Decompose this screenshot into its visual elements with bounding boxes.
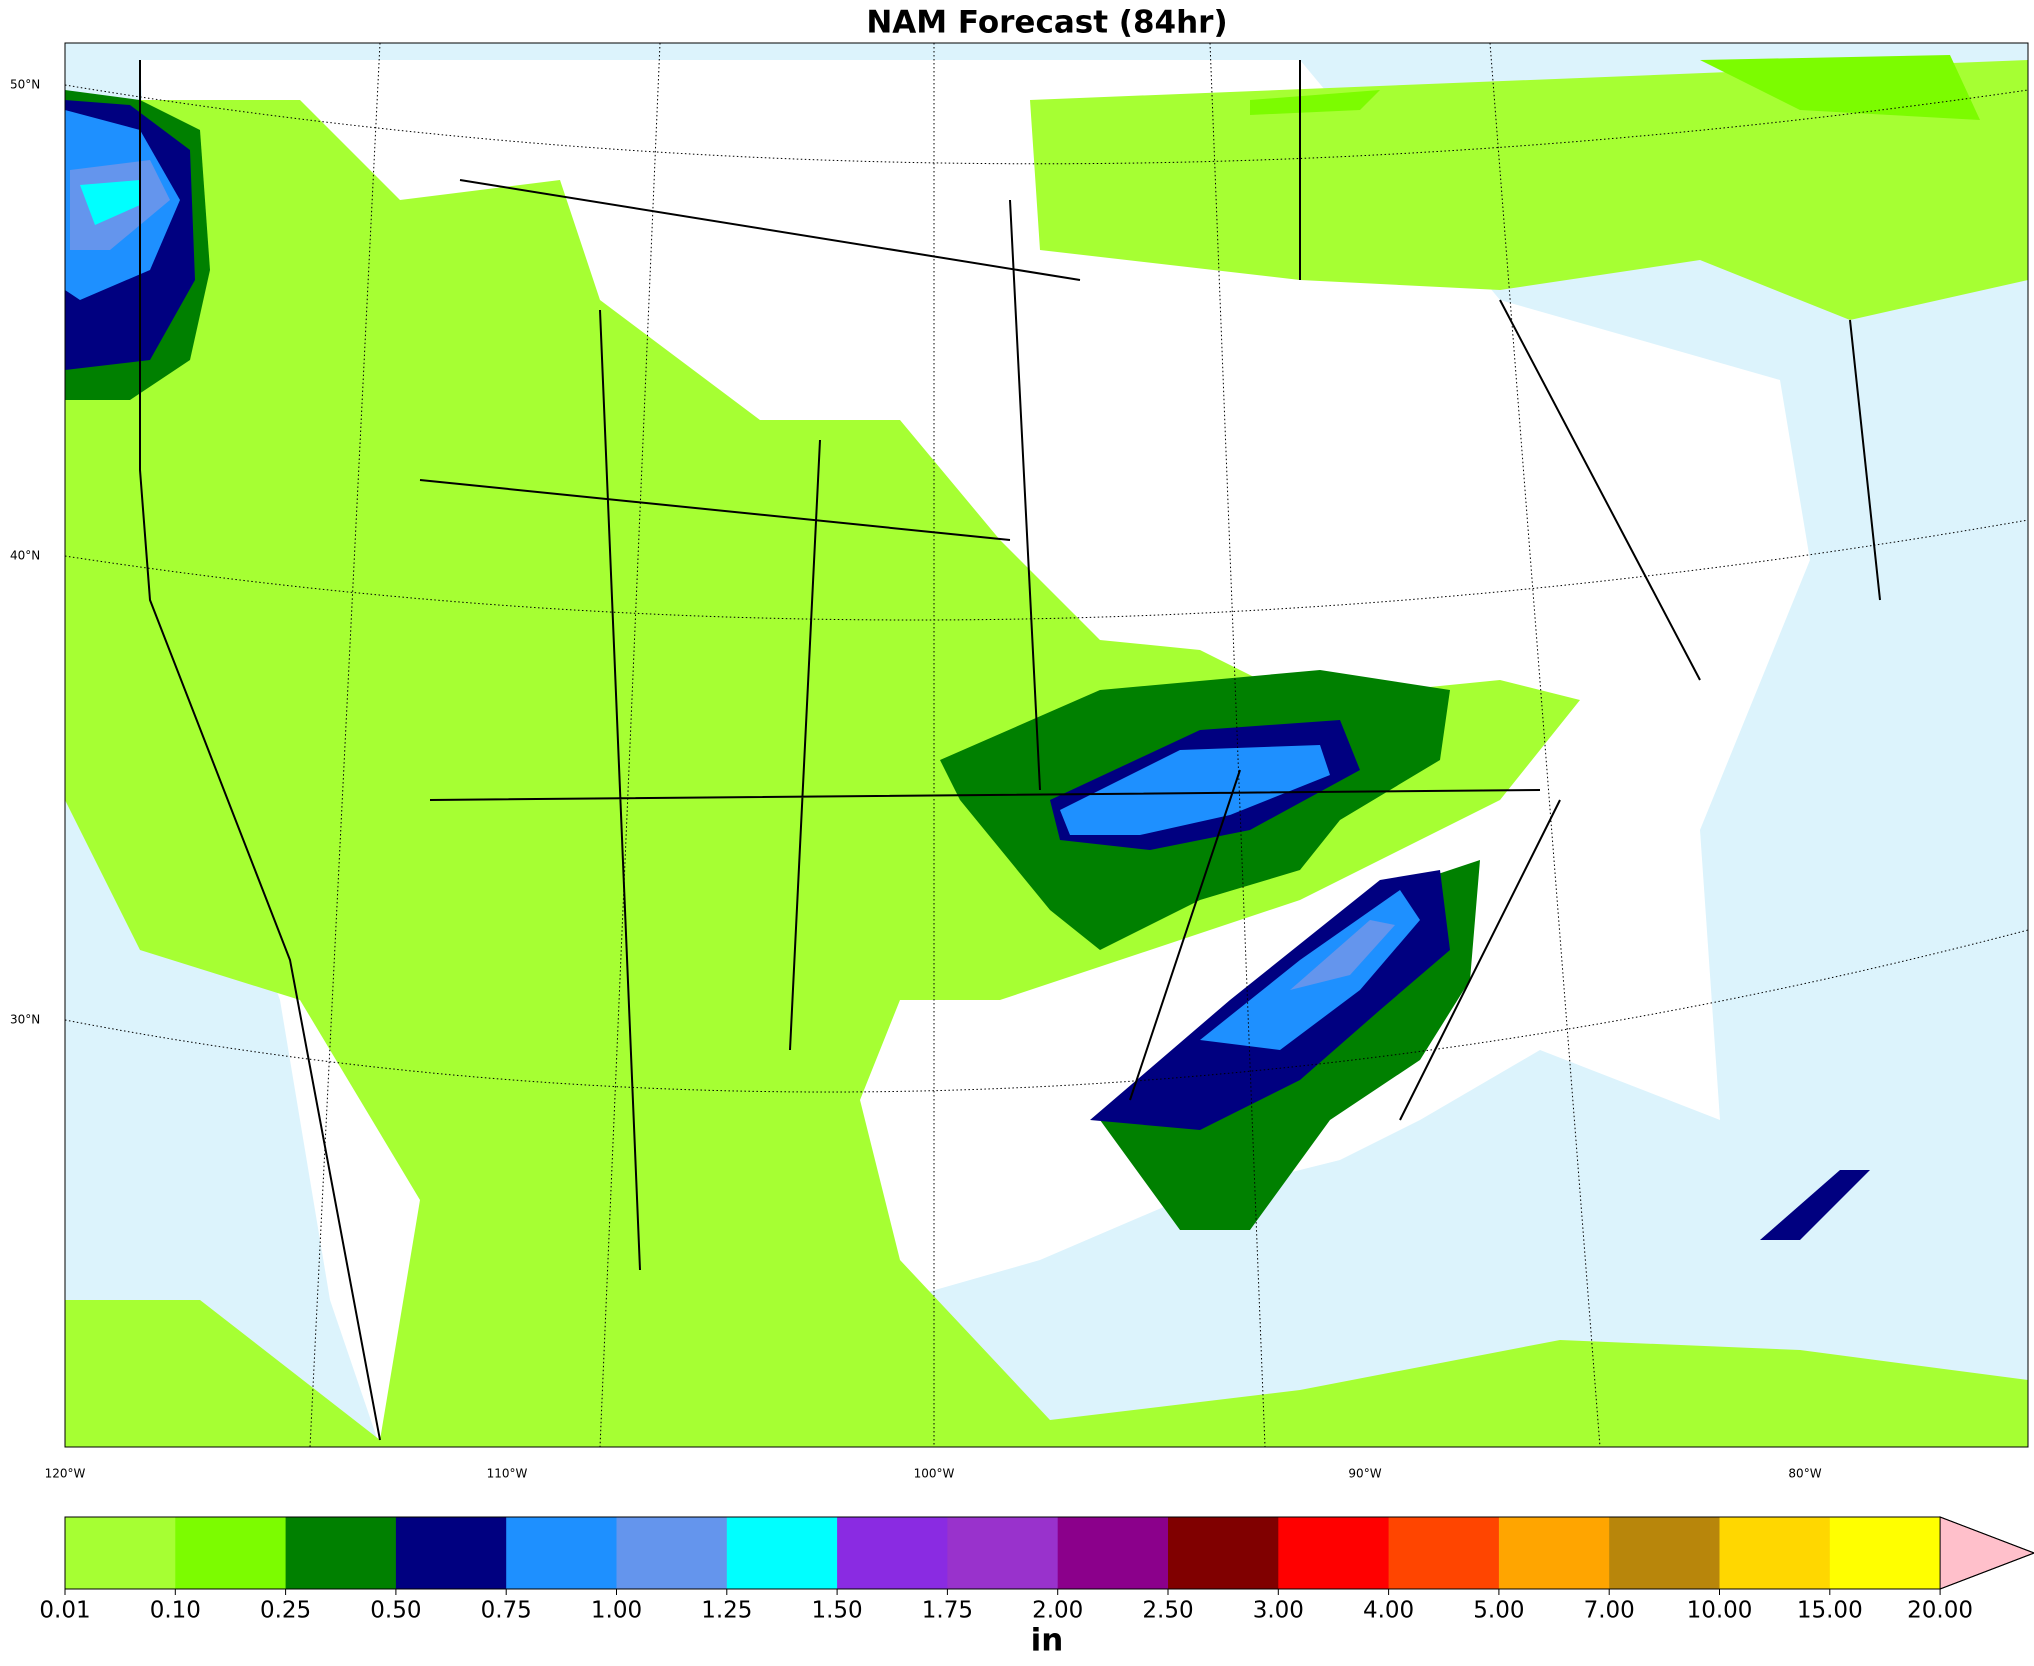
colorbar-segment — [506, 1517, 617, 1589]
colorbar-segment — [285, 1517, 397, 1589]
colorbar-segment — [1719, 1517, 1831, 1589]
colorbar-tick-label: 20.00 — [1907, 1598, 1973, 1624]
map-title: NAM Forecast (84hr) — [866, 5, 1227, 41]
precip-100 — [1290, 920, 1395, 990]
colorbar-segment — [1278, 1517, 1390, 1589]
precip-075 — [1060, 745, 1330, 835]
colorbar-segment — [1829, 1517, 1941, 1589]
colorbar-tick-label: 1.00 — [591, 1598, 642, 1624]
colorbar-segment — [175, 1517, 287, 1589]
colorbar-tick-label: 1.50 — [811, 1598, 862, 1624]
graticule — [65, 43, 2028, 1447]
colorbar-segment — [1057, 1517, 1169, 1589]
colorbar-tick-label: 3.00 — [1253, 1598, 1304, 1624]
colorbar-tick-label: 0.75 — [481, 1598, 532, 1624]
colorbar-segment — [1609, 1517, 1720, 1589]
colorbar-segment — [1498, 1517, 1610, 1589]
colorbar-tick-label: 1.25 — [701, 1598, 752, 1624]
colorbar-tick-label: 0.50 — [370, 1598, 421, 1624]
map — [65, 43, 2028, 1447]
colorbar-tick-label: 15.00 — [1797, 1598, 1863, 1624]
colorbar-segment — [1168, 1517, 1279, 1589]
colorbar-extension — [1939, 1516, 2034, 1590]
colorbar-frame — [64, 1516, 2034, 1590]
colorbar-tick-label: 0.10 — [150, 1598, 201, 1624]
lon-label: 100°W — [914, 1467, 955, 1481]
colorbar-segment — [726, 1517, 838, 1589]
colorbar-segment — [947, 1517, 1059, 1589]
precip-light — [1030, 60, 2028, 320]
colorbar-tick-label: 1.75 — [922, 1598, 973, 1624]
lon-label: 90°W — [1348, 1467, 1381, 1481]
map-frame — [64, 42, 2029, 1448]
colorbar-segment — [1388, 1517, 1500, 1589]
colorbar-segment — [837, 1517, 948, 1589]
colorbar-unit: in — [1031, 1623, 1064, 1659]
colorbar-tick-label: 7.00 — [1584, 1598, 1635, 1624]
colorbar-tick-label: 0.01 — [39, 1598, 90, 1624]
colorbar-tick-label: 2.50 — [1142, 1598, 1193, 1624]
lat-label: 50°N — [10, 78, 40, 92]
colorbar-tick-label: 2.00 — [1032, 1598, 1083, 1624]
colorbar-segment — [616, 1517, 728, 1589]
lon-label: 80°W — [1788, 1467, 1821, 1481]
colorbar-tick-label: 4.00 — [1363, 1598, 1414, 1624]
lon-label: 110°W — [487, 1467, 528, 1481]
colorbar-tick-label: 0.25 — [260, 1598, 311, 1624]
colorbar-segment — [395, 1517, 507, 1589]
lon-label: 120°W — [45, 1467, 86, 1481]
precip-moderate — [1250, 55, 1980, 120]
political-borders — [139, 60, 1881, 1441]
lat-label: 40°N — [10, 549, 40, 563]
lat-label: 30°N — [10, 1013, 40, 1027]
precip-050 — [1760, 1170, 1870, 1240]
colorbar-segment — [65, 1517, 176, 1589]
precip-125 — [80, 180, 140, 225]
colorbar-tick-label: 5.00 — [1473, 1598, 1524, 1624]
colorbar-tick-label: 10.00 — [1687, 1598, 1753, 1624]
